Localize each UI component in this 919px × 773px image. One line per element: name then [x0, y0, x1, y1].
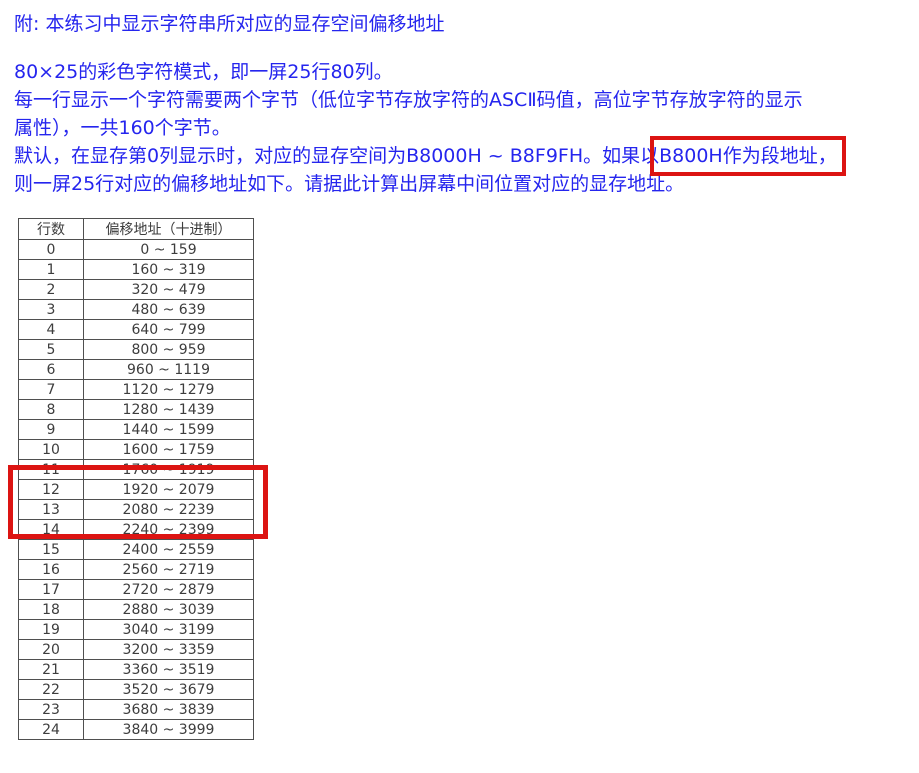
note-line-segment: 默认，在显存第0列显示时，对应的显存空间为B8000H ~ B8F9FH。如果以… — [14, 136, 846, 176]
offset-range-cell: 2240 ~ 2399 — [83, 519, 254, 540]
offset-range-cell: 2720 ~ 2879 — [83, 579, 254, 600]
row-number-cell: 15 — [18, 539, 84, 560]
row-number-cell: 9 — [18, 419, 84, 440]
note-line-bytes-1: 每一行显示一个字符需要两个字节（低位字节存放字符的ASCⅡ码值，高位字节存放字符… — [14, 89, 803, 111]
row-number-cell: 0 — [18, 239, 84, 260]
table-row: 3 480 ~ 639 — [18, 299, 254, 320]
table-row: 12 1920 ~ 2079 — [18, 479, 254, 500]
table-row: 23 3680 ~ 3839 — [18, 699, 254, 720]
row-number-cell: 13 — [18, 499, 84, 520]
note-line-segment-text: 默认，在显存第0列显示时，对应的显存空间为B8000H ~ B8F9FH。如果以 — [14, 145, 660, 167]
offset-range-cell: 1760 ~ 1919 — [83, 459, 254, 480]
offset-range-cell: 1440 ~ 1599 — [83, 419, 254, 440]
row-number-cell: 14 — [18, 519, 84, 540]
row-number-cell: 3 — [18, 299, 84, 320]
offset-range-cell: 1600 ~ 1759 — [83, 439, 254, 460]
row-number-cell: 20 — [18, 639, 84, 660]
col-header-offset-address: 偏移地址（十进制） — [83, 218, 254, 240]
table-row: 10 1600 ~ 1759 — [18, 439, 254, 460]
table-row: 1 160 ~ 319 — [18, 259, 254, 280]
offset-range-cell: 2880 ~ 3039 — [83, 599, 254, 620]
offset-range-cell: 0 ~ 159 — [83, 239, 254, 260]
offset-range-cell: 2400 ~ 2559 — [83, 539, 254, 560]
table-row: 16 2560 ~ 2719 — [18, 559, 254, 580]
offset-range-cell: 2080 ~ 2239 — [83, 499, 254, 520]
col-header-row-number: 行数 — [18, 218, 84, 240]
table-row: 5 800 ~ 959 — [18, 339, 254, 360]
offset-range-cell: 3360 ~ 3519 — [83, 659, 254, 680]
table-row: 6 960 ~ 1119 — [18, 359, 254, 380]
offset-range-cell: 3840 ~ 3999 — [83, 719, 254, 740]
offset-range-cell: 960 ~ 1119 — [83, 359, 254, 380]
row-number-cell: 12 — [18, 479, 84, 500]
offset-range-cell: 3520 ~ 3679 — [83, 679, 254, 700]
table-row: 21 3360 ~ 3519 — [18, 659, 254, 680]
row-number-cell: 17 — [18, 579, 84, 600]
row-number-cell: 11 — [18, 459, 84, 480]
table-row: 2 320 ~ 479 — [18, 279, 254, 300]
table-row: 17 2720 ~ 2879 — [18, 579, 254, 600]
row-number-cell: 19 — [18, 619, 84, 640]
offset-range-cell: 800 ~ 959 — [83, 339, 254, 360]
table-row: 8 1280 ~ 1439 — [18, 399, 254, 420]
offset-range-cell: 1280 ~ 1439 — [83, 399, 254, 420]
highlighted-segment-text: B800H作为段地址， — [650, 136, 846, 176]
note-line-question: 则一屏25行对应的偏移地址如下。请据此计算出屏幕中间位置对应的显存地址。 — [14, 173, 685, 195]
table-row: 7 1120 ~ 1279 — [18, 379, 254, 400]
offset-range-cell: 640 ~ 799 — [83, 319, 254, 340]
row-number-cell: 4 — [18, 319, 84, 340]
offset-range-cell: 3680 ~ 3839 — [83, 699, 254, 720]
offset-range-cell: 160 ~ 319 — [83, 259, 254, 280]
table-row: 22 3520 ~ 3679 — [18, 679, 254, 700]
offset-table-head: 行数 偏移地址（十进制） — [18, 218, 254, 240]
table-row: 18 2880 ~ 3039 — [18, 599, 254, 620]
row-number-cell: 2 — [18, 279, 84, 300]
header-row: 行数 偏移地址（十进制） — [18, 218, 254, 240]
row-number-cell: 5 — [18, 339, 84, 360]
table-row: 24 3840 ~ 3999 — [18, 719, 254, 740]
row-number-cell: 22 — [18, 679, 84, 700]
table-row: 13 2080 ~ 2239 — [18, 499, 254, 520]
row-number-cell: 1 — [18, 259, 84, 280]
table-row: 11 1760 ~ 1919 — [18, 459, 254, 480]
note-line-bytes-2: 属性），一共160个字节。 — [14, 117, 231, 139]
note-title: 附: 本练习中显示字符串所对应的显存空间偏移地址 — [14, 13, 445, 35]
offset-range-cell: 320 ~ 479 — [83, 279, 254, 300]
table-row: 20 3200 ~ 3359 — [18, 639, 254, 660]
offset-range-cell: 1120 ~ 1279 — [83, 379, 254, 400]
row-number-cell: 8 — [18, 399, 84, 420]
row-number-cell: 10 — [18, 439, 84, 460]
table-row: 19 3040 ~ 3199 — [18, 619, 254, 640]
table-row: 9 1440 ~ 1599 — [18, 419, 254, 440]
offset-range-cell: 2560 ~ 2719 — [83, 559, 254, 580]
note-paragraph: 80×25的彩色字符模式，即一屏25行80列。 每一行显示一个字符需要两个字节（… — [14, 58, 846, 198]
row-number-cell: 6 — [18, 359, 84, 380]
table-row: 14 2240 ~ 2399 — [18, 519, 254, 540]
row-number-cell: 16 — [18, 559, 84, 580]
row-number-cell: 18 — [18, 599, 84, 620]
row-number-cell: 7 — [18, 379, 84, 400]
offset-range-cell: 480 ~ 639 — [83, 299, 254, 320]
row-number-cell: 21 — [18, 659, 84, 680]
table-row: 4 640 ~ 799 — [18, 319, 254, 340]
offset-range-cell: 1920 ~ 2079 — [83, 479, 254, 500]
note-line-mode: 80×25的彩色字符模式，即一屏25行80列。 — [14, 61, 393, 83]
offset-range-cell: 3040 ~ 3199 — [83, 619, 254, 640]
table-row: 15 2400 ~ 2559 — [18, 539, 254, 560]
row-number-cell: 23 — [18, 699, 84, 720]
offset-range-cell: 3200 ~ 3359 — [83, 639, 254, 660]
row-number-cell: 24 — [18, 719, 84, 740]
